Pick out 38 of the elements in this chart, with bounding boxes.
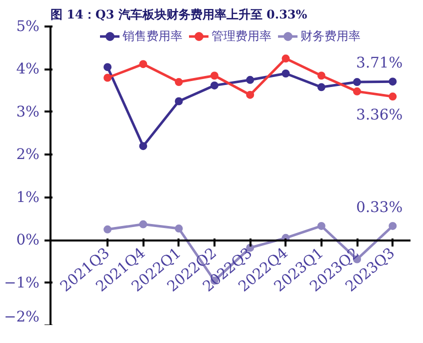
point bbox=[246, 76, 254, 84]
point bbox=[317, 83, 326, 92]
y-tick-label: 1% bbox=[16, 188, 40, 206]
y-tick-label: 0% bbox=[16, 232, 40, 249]
point bbox=[139, 142, 148, 150]
point bbox=[104, 225, 112, 234]
point bbox=[388, 92, 397, 101]
y-tick-label: 3% bbox=[16, 103, 40, 120]
point bbox=[282, 69, 290, 78]
point bbox=[353, 87, 362, 96]
point bbox=[210, 81, 218, 90]
point bbox=[353, 78, 362, 86]
point bbox=[139, 220, 148, 228]
point bbox=[139, 60, 148, 68]
data-label: 3.36% bbox=[356, 106, 403, 124]
point bbox=[174, 224, 183, 233]
legend-label: 财务费用率 bbox=[300, 28, 360, 44]
point bbox=[174, 78, 183, 86]
y-tick-label: 5% bbox=[16, 18, 40, 35]
point bbox=[174, 97, 183, 106]
legend-label: 销售费用率 bbox=[122, 28, 182, 44]
y-tick-label: 4% bbox=[16, 60, 40, 78]
legend-label: 管理费用率 bbox=[212, 28, 272, 44]
data-label: 0.33% bbox=[356, 198, 403, 216]
point bbox=[282, 54, 290, 63]
point bbox=[210, 72, 218, 80]
y-tick-label: −1% bbox=[4, 274, 40, 292]
data-label: 3.71% bbox=[356, 54, 403, 72]
point bbox=[317, 72, 326, 80]
y-tick-label: −2% bbox=[4, 308, 40, 326]
point bbox=[246, 90, 254, 99]
point bbox=[388, 78, 397, 86]
point bbox=[104, 74, 112, 82]
point bbox=[388, 222, 397, 230]
chart-title: 图 14：Q3 汽车板块财务费用率上升至 0.33% bbox=[50, 8, 308, 22]
point bbox=[104, 63, 112, 72]
point bbox=[317, 222, 326, 230]
y-tick-label: 2% bbox=[16, 146, 40, 164]
